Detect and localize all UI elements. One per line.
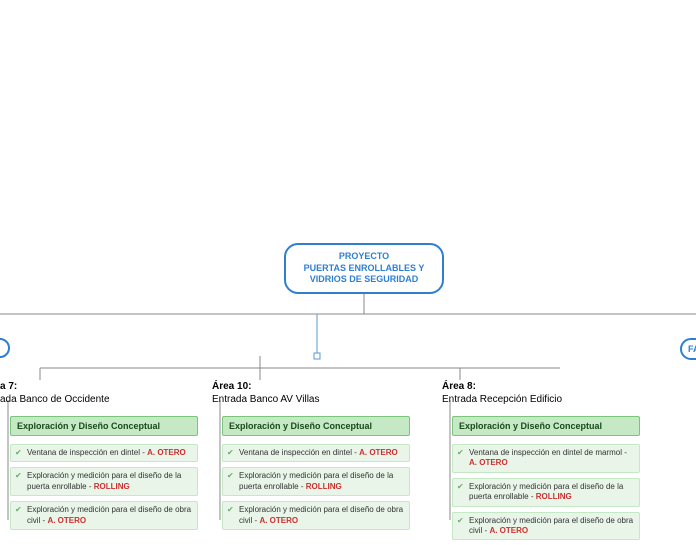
task-node[interactable]: Exploración y medición para el diseño de…	[10, 501, 198, 530]
task-node[interactable]: Exploración y medición para el diseño de…	[222, 501, 410, 530]
task-text: Ventana de inspección en dintel -	[27, 448, 147, 457]
root-line1: PROYECTO	[296, 251, 432, 263]
branch-title-b: ada Banco de Occidente	[0, 393, 198, 406]
branch-title-a: Área 8:	[442, 380, 640, 393]
branch-title[interactable]: a 7:ada Banco de Occidente	[0, 380, 198, 406]
task-assignee: A. OTERO	[489, 526, 528, 535]
branch-title-b: Entrada Recepción Edificio	[442, 393, 640, 406]
task-assignee: ROLLING	[306, 482, 342, 491]
task-node[interactable]: Ventana de inspección en dintel de marmo…	[452, 444, 640, 473]
task-node[interactable]: Ventana de inspección en dintel - A. OTE…	[222, 444, 410, 462]
task-node[interactable]: Exploración y medición para el diseño de…	[452, 512, 640, 541]
branch-title[interactable]: Área 8:Entrada Recepción Edificio	[440, 380, 640, 406]
branch-title[interactable]: Área 10:Entrada Banco AV Villas	[210, 380, 410, 406]
task-node[interactable]: Exploración y medición para el diseño de…	[222, 467, 410, 496]
task-assignee: A. OTERO	[259, 516, 298, 525]
task-node[interactable]: Ventana de inspección en dintel - A. OTE…	[10, 444, 198, 462]
phase-node[interactable]: Exploración y Diseño Conceptual	[452, 416, 640, 436]
left-partial-node[interactable]	[0, 338, 10, 358]
task-assignee: A. OTERO	[359, 448, 398, 457]
root-node[interactable]: PROYECTO PUERTAS ENROLLABLES Y VIDRIOS D…	[284, 243, 444, 294]
branch-2: Área 8:Entrada Recepción Edificio Explora…	[440, 380, 640, 545]
task-node[interactable]: Exploración y medición para el diseño de…	[10, 467, 198, 496]
branch-1: Área 10:Entrada Banco AV Villas Exploraci…	[210, 380, 410, 535]
task-assignee: A. OTERO	[147, 448, 186, 457]
task-assignee: ROLLING	[536, 492, 572, 501]
root-line3: VIDRIOS DE SEGURIDAD	[296, 274, 432, 286]
task-assignee: ROLLING	[94, 482, 130, 491]
task-node[interactable]: Exploración y medición para el diseño de…	[452, 478, 640, 507]
branch-title-a: a 7:	[0, 380, 198, 393]
branch-title-b: Entrada Banco AV Villas	[212, 393, 410, 406]
branch-0: a 7:ada Banco de Occidente Exploración y …	[0, 380, 198, 535]
phase-node[interactable]: Exploración y Diseño Conceptual	[10, 416, 198, 436]
branch-title-a: Área 10:	[212, 380, 410, 393]
right-partial-node[interactable]: FA	[680, 338, 696, 360]
task-assignee: A. OTERO	[47, 516, 86, 525]
task-assignee: A. OTERO	[469, 458, 508, 467]
root-line2: PUERTAS ENROLLABLES Y	[296, 263, 432, 275]
phase-node[interactable]: Exploración y Diseño Conceptual	[222, 416, 410, 436]
task-text: Ventana de inspección en dintel de marmo…	[469, 448, 627, 457]
task-text: Ventana de inspección en dintel -	[239, 448, 359, 457]
